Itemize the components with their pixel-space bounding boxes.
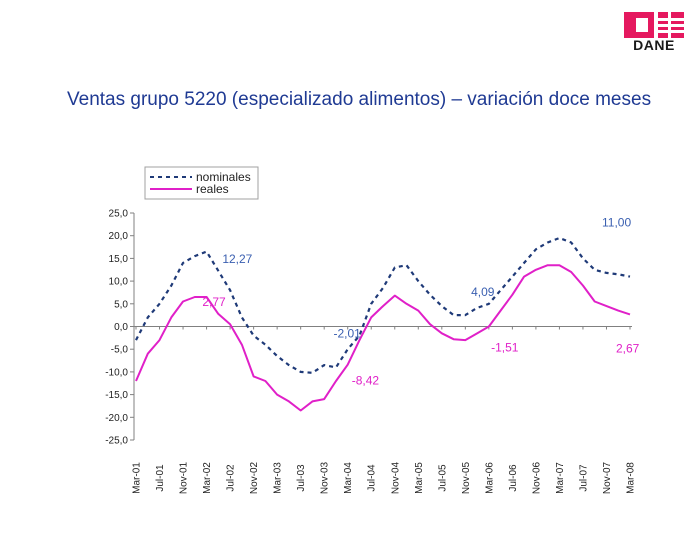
page-title: Ventas grupo 5220 (especializado aliment… — [67, 89, 652, 110]
x-tick-label: Mar-02 — [202, 462, 213, 494]
x-tick-label: Jul-03 — [296, 464, 307, 492]
x-tick-label: Jul-04 — [367, 464, 378, 492]
x-tick-label: Nov-01 — [179, 461, 190, 494]
x-tick-label: Mar-03 — [273, 462, 284, 494]
legend-label-reales: reales — [196, 182, 229, 196]
y-tick-label: -25,0 — [105, 436, 128, 447]
x-tick-label: Jul-06 — [508, 464, 519, 492]
y-tick-label: 20,0 — [109, 231, 129, 242]
y-tick-label: 15,0 — [109, 254, 129, 265]
x-tick-label: Jul-05 — [437, 464, 448, 492]
x-tick-label: Jul-01 — [155, 464, 166, 492]
dane-logo-text: DANE — [633, 37, 675, 53]
x-tick-label: Nov-02 — [249, 461, 260, 494]
x-tick-label: Mar-01 — [132, 462, 143, 494]
y-tick-label: -15,0 — [105, 390, 128, 401]
y-tick-label: -20,0 — [105, 413, 128, 424]
legend-box — [144, 166, 259, 200]
y-tick-label: 5,0 — [114, 299, 128, 310]
data-label: 12,27 — [222, 252, 252, 266]
x-tick-label: Jul-07 — [578, 464, 589, 492]
data-label: -2,01 — [333, 327, 361, 341]
data-label: 2,77 — [202, 295, 226, 309]
series-line-reales — [135, 264, 631, 412]
legend-label-nominales: nominales — [196, 170, 251, 184]
x-tick-label: Nov-03 — [320, 461, 331, 494]
x-tick-label: Jul-02 — [226, 464, 237, 492]
x-tick-label: Mar-05 — [414, 462, 425, 494]
x-tick-label: Mar-08 — [626, 462, 637, 494]
x-tick-label: Nov-07 — [602, 461, 613, 494]
x-tick-label: Mar-04 — [343, 462, 354, 494]
x-tick-label: Mar-07 — [555, 462, 566, 494]
data-label: 11,00 — [602, 216, 631, 230]
x-tick-label: Mar-06 — [484, 462, 495, 494]
x-tick-label: Nov-04 — [390, 461, 401, 494]
y-tick-label: 10,0 — [109, 277, 129, 288]
dane-logo-mark — [624, 12, 684, 38]
data-label: -8,42 — [352, 374, 380, 388]
series-line-nominales — [135, 236, 631, 374]
dane-logo: DANE — [624, 12, 684, 53]
data-label: 4,09 — [471, 285, 495, 299]
x-tick-label: Nov-06 — [531, 461, 542, 494]
data-label: 2,67 — [616, 341, 640, 355]
y-tick-label: -10,0 — [105, 367, 128, 378]
y-tick-label: 25,0 — [109, 209, 129, 220]
y-tick-label: 0,0 — [114, 322, 128, 333]
x-tick-label: Nov-05 — [461, 461, 472, 494]
y-tick-label: -5,0 — [111, 345, 129, 356]
data-label: -1,51 — [491, 340, 519, 354]
